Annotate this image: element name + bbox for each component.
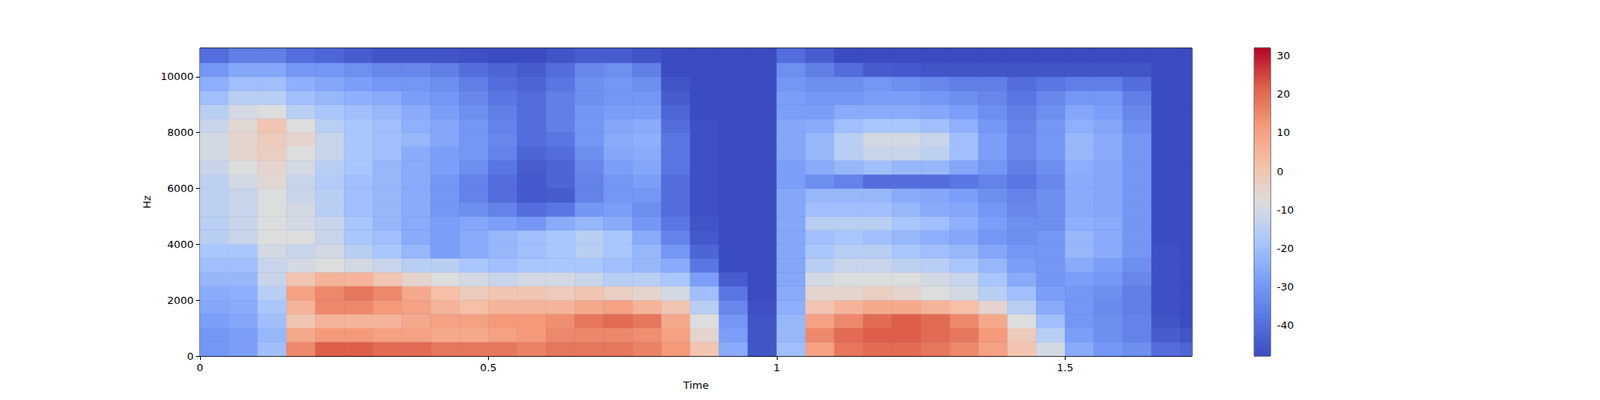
svg-text:6000: 6000 bbox=[167, 182, 194, 195]
svg-text:0: 0 bbox=[187, 350, 194, 363]
svg-text:30: 30 bbox=[1276, 49, 1291, 62]
svg-text:1: 1 bbox=[773, 361, 780, 374]
svg-text:10000: 10000 bbox=[160, 70, 194, 83]
svg-text:-10: -10 bbox=[1276, 204, 1294, 216]
svg-text:8000: 8000 bbox=[167, 126, 194, 139]
svg-text:Time: Time bbox=[682, 379, 709, 392]
svg-text:0.5: 0.5 bbox=[480, 361, 497, 374]
svg-text:10: 10 bbox=[1276, 126, 1291, 139]
svg-text:0: 0 bbox=[1276, 165, 1284, 178]
svg-text:Hz: Hz bbox=[140, 195, 153, 209]
svg-text:20: 20 bbox=[1276, 88, 1291, 100]
svg-text:4000: 4000 bbox=[167, 238, 194, 251]
svg-text:-20: -20 bbox=[1276, 242, 1294, 255]
svg-text:0: 0 bbox=[196, 361, 204, 374]
svg-text:1.5: 1.5 bbox=[1056, 361, 1074, 374]
svg-text:2000: 2000 bbox=[167, 294, 194, 307]
svg-text:-30: -30 bbox=[1276, 280, 1294, 293]
svg-text:-40: -40 bbox=[1276, 319, 1294, 332]
